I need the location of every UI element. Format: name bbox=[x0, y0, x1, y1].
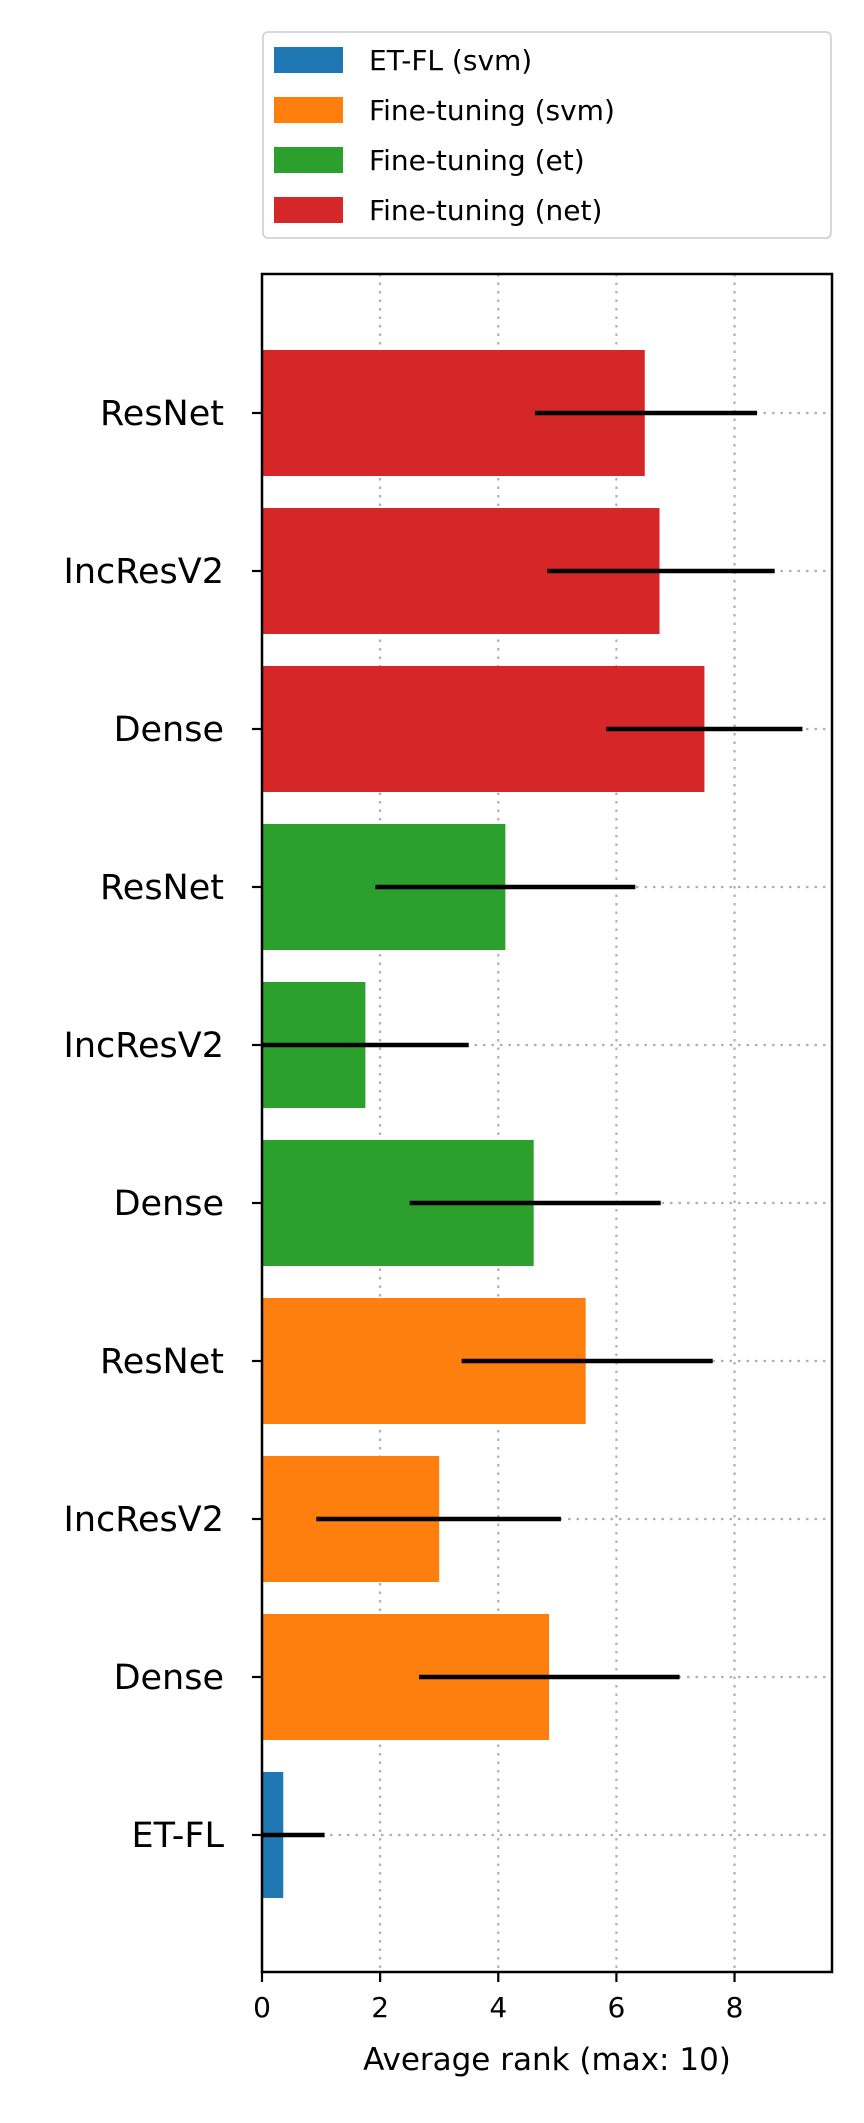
legend-swatch bbox=[274, 147, 343, 173]
y-axis-ticks: ResNet IncResV2 Dense ResNet IncResV2 Dense Re… bbox=[64, 394, 262, 1856]
y-tick-label: Dense bbox=[114, 1658, 224, 1698]
x-axis-label: Average rank (max: 10) bbox=[363, 2042, 731, 2078]
plot-frame bbox=[260, 272, 834, 1974]
bars bbox=[262, 350, 705, 1898]
error-bars bbox=[262, 410, 803, 1838]
legend-entry: Fine-tuning (et) bbox=[369, 144, 585, 177]
legend-swatch bbox=[274, 197, 343, 223]
y-tick-label: Dense bbox=[114, 1184, 224, 1224]
legend-swatch bbox=[274, 47, 343, 73]
legend: ET-FL (svm) Fine-tuning (svm) Fine-tuning … bbox=[262, 31, 832, 239]
x-axis-ticks: 0 2 4 6 8 bbox=[253, 1972, 743, 2024]
y-tick-label: ET-FL bbox=[131, 1816, 224, 1856]
x-tick-label: 2 bbox=[371, 1991, 389, 2024]
legend-entry: Fine-tuning (svm) bbox=[369, 94, 615, 127]
y-tick-label: ResNet bbox=[100, 868, 224, 908]
y-tick-label: ResNet bbox=[100, 1342, 224, 1382]
y-tick-label: ResNet bbox=[100, 394, 224, 434]
x-tick-label: 0 bbox=[253, 1991, 271, 2024]
legend-entry: ET-FL (svm) bbox=[369, 44, 532, 77]
y-tick-label: IncResV2 bbox=[64, 1026, 224, 1066]
y-tick-label: IncResV2 bbox=[64, 1500, 224, 1540]
x-tick-label: 4 bbox=[489, 1991, 507, 2024]
y-tick-label: IncResV2 bbox=[64, 552, 224, 592]
x-tick-label: 6 bbox=[607, 1991, 625, 2024]
x-tick-label: 8 bbox=[726, 1991, 744, 2024]
legend-frame bbox=[262, 31, 832, 239]
y-tick-label: Dense bbox=[114, 710, 224, 750]
legend-swatch bbox=[274, 97, 343, 123]
legend-entry: Fine-tuning (net) bbox=[369, 194, 602, 227]
